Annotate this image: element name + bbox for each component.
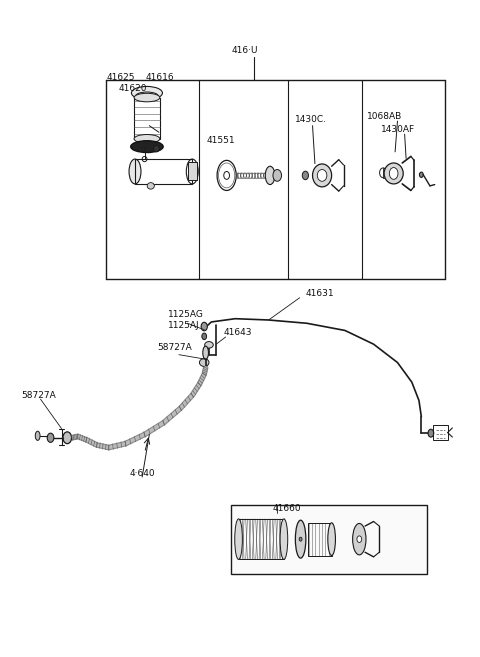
Ellipse shape — [134, 135, 160, 143]
Bar — [237, 173, 267, 178]
Ellipse shape — [235, 519, 242, 560]
Text: 416·U: 416·U — [231, 46, 258, 55]
Ellipse shape — [63, 432, 72, 443]
Bar — [433, 425, 447, 440]
Bar — [231, 505, 427, 574]
Ellipse shape — [203, 346, 208, 359]
Text: 1068AB: 1068AB — [366, 112, 402, 121]
Ellipse shape — [35, 431, 40, 440]
Ellipse shape — [312, 164, 332, 187]
Text: 58727A: 58727A — [22, 392, 56, 401]
Ellipse shape — [384, 163, 403, 184]
Ellipse shape — [154, 145, 159, 152]
Text: 1430AF: 1430AF — [381, 125, 415, 134]
Ellipse shape — [132, 87, 162, 99]
Ellipse shape — [302, 171, 309, 179]
Bar — [308, 523, 332, 556]
Bar — [383, 168, 385, 178]
Ellipse shape — [273, 170, 281, 181]
Ellipse shape — [317, 170, 327, 181]
Ellipse shape — [353, 524, 366, 555]
Bar — [134, 97, 160, 139]
Ellipse shape — [199, 359, 209, 367]
Ellipse shape — [280, 519, 288, 560]
Ellipse shape — [299, 537, 302, 541]
Text: 1125AG: 1125AG — [168, 310, 204, 319]
Ellipse shape — [135, 92, 158, 101]
Ellipse shape — [204, 342, 213, 348]
Ellipse shape — [357, 536, 362, 543]
Text: 41660: 41660 — [273, 504, 301, 513]
Text: 58727A: 58727A — [157, 343, 192, 352]
Ellipse shape — [328, 523, 336, 556]
Text: 1430C.: 1430C. — [295, 116, 327, 124]
Ellipse shape — [202, 333, 206, 340]
Text: 4·640: 4·640 — [129, 468, 155, 478]
Ellipse shape — [428, 429, 434, 437]
Ellipse shape — [295, 520, 306, 558]
Ellipse shape — [201, 323, 207, 330]
Ellipse shape — [147, 183, 155, 189]
Bar — [135, 159, 192, 184]
Text: 41616: 41616 — [145, 73, 174, 82]
Bar — [189, 162, 197, 180]
Ellipse shape — [389, 168, 398, 179]
Text: 41631: 41631 — [306, 289, 335, 298]
Ellipse shape — [134, 93, 160, 102]
Ellipse shape — [224, 171, 229, 179]
Text: 41551: 41551 — [206, 136, 235, 145]
Ellipse shape — [131, 141, 163, 152]
Bar — [239, 519, 284, 560]
Text: 41643: 41643 — [224, 328, 252, 337]
Ellipse shape — [265, 166, 275, 185]
Ellipse shape — [420, 172, 423, 177]
Ellipse shape — [47, 433, 54, 442]
Text: 41620: 41620 — [118, 84, 147, 93]
Ellipse shape — [129, 159, 141, 184]
Text: 41625: 41625 — [107, 73, 135, 82]
Text: 1125AJ: 1125AJ — [168, 321, 200, 330]
